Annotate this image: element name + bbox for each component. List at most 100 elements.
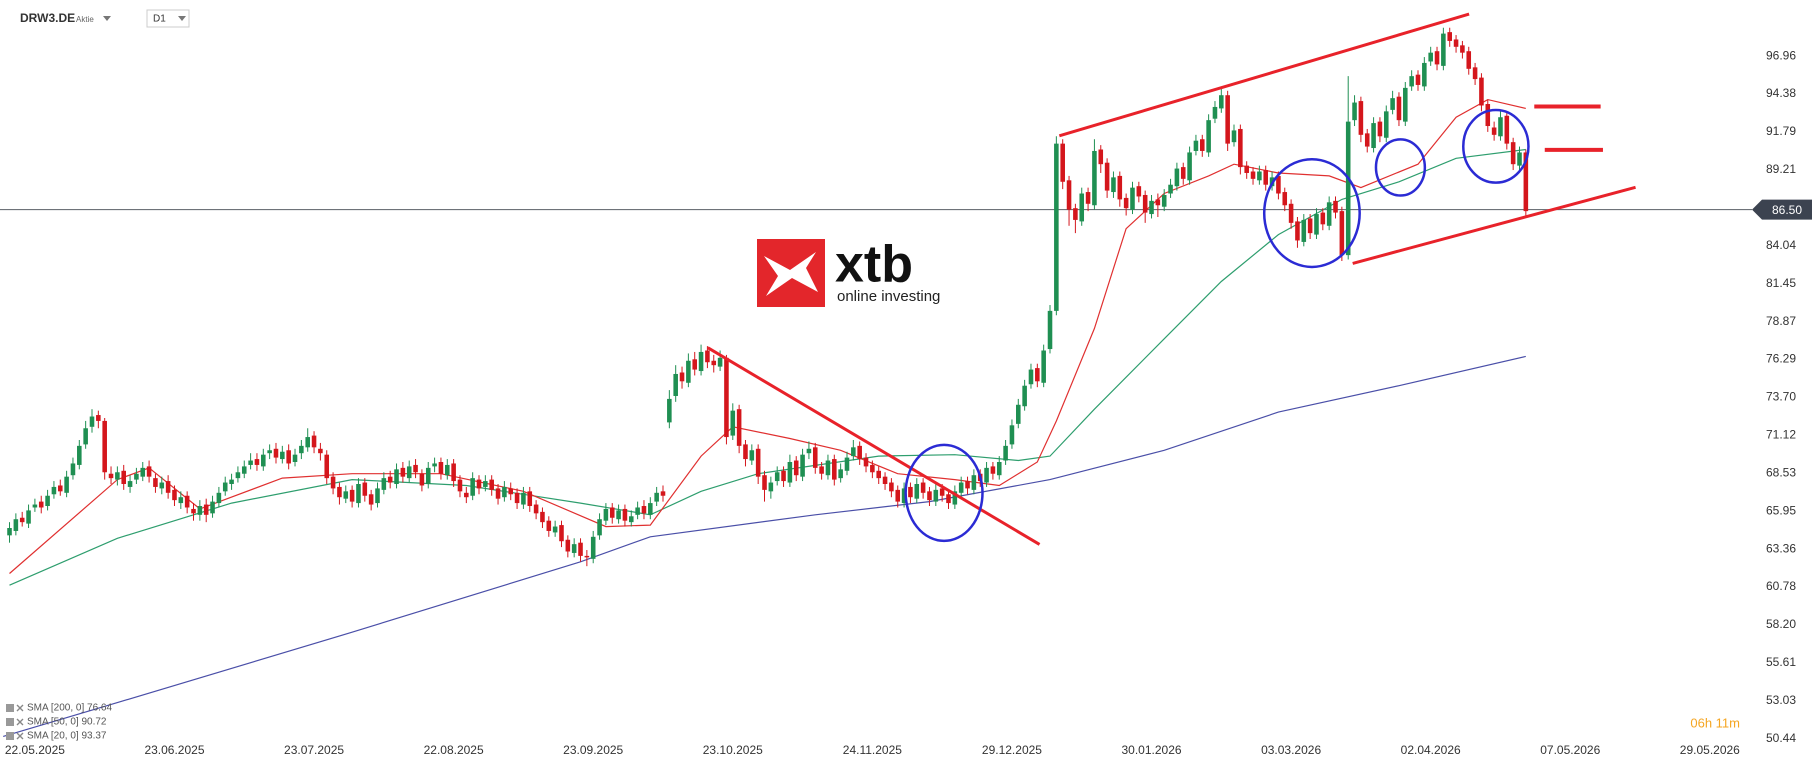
candle-body [64, 476, 69, 493]
legend-close [16, 718, 24, 726]
trend-line [708, 348, 1040, 545]
candle-body [590, 536, 596, 559]
y-tick-label: 58.20 [1766, 617, 1796, 631]
candle-body [825, 460, 831, 476]
candle-body [127, 481, 133, 487]
candle-body [324, 454, 330, 479]
candle-body [1314, 214, 1319, 235]
candle-body [1060, 143, 1065, 182]
candle-body [857, 445, 862, 460]
candle-body [1003, 445, 1008, 461]
y-tick-label: 91.79 [1766, 124, 1796, 138]
candle-body [1371, 123, 1376, 149]
legend-close [16, 704, 24, 712]
x-tick-label: 22.05.2025 [5, 743, 65, 757]
x-tick-label: 23.09.2025 [563, 743, 623, 757]
y-tick-label: 71.12 [1766, 427, 1796, 441]
candle-body [571, 544, 577, 553]
candle-body [502, 486, 507, 498]
logo-mark [764, 252, 818, 296]
candle-body [1047, 310, 1053, 350]
candle-body [349, 489, 355, 502]
candle-body [578, 542, 583, 556]
candle-body [508, 488, 514, 495]
candle-body [876, 470, 881, 479]
candle-body [1009, 425, 1015, 445]
watermark: xtb online investing [757, 236, 940, 307]
candle-body [102, 420, 107, 473]
candle-body [711, 360, 717, 366]
candle-body [603, 508, 609, 521]
candle-body [483, 481, 488, 487]
candle-body [381, 478, 387, 490]
candle-body [51, 486, 57, 495]
candle-body [698, 351, 704, 372]
candle-body [1491, 127, 1497, 135]
candle-body [235, 472, 241, 479]
circle-highlight [1264, 159, 1359, 267]
candle-body [210, 501, 215, 514]
candle-body [1016, 404, 1021, 424]
candle-body [832, 459, 837, 480]
y-tick-label: 84.04 [1766, 238, 1796, 252]
candle-body [57, 485, 63, 492]
sma-line [3, 355, 1526, 737]
candle-body [1523, 152, 1529, 212]
candle-body [1180, 167, 1186, 179]
candle-body [140, 467, 146, 477]
candle-body [153, 478, 158, 487]
candle-body [1174, 168, 1180, 187]
candle-body [1149, 200, 1154, 215]
candle-body [108, 473, 114, 479]
candle-body [172, 489, 177, 501]
candle-body [1244, 165, 1249, 173]
candle-body [559, 525, 564, 542]
candle-body [984, 467, 989, 483]
candle-body [184, 495, 190, 508]
candle-body [1295, 221, 1300, 241]
candle-body [774, 472, 780, 482]
dropdown-arrow[interactable] [103, 16, 111, 21]
legend-label: SMA [200, 0] 76.64 [27, 703, 112, 714]
candle-body [191, 508, 196, 514]
dropdown-arrow[interactable] [178, 16, 186, 21]
candle-body [1447, 32, 1452, 41]
candle-body [1504, 115, 1510, 144]
candle-body [7, 528, 12, 536]
candle-body [673, 373, 678, 396]
candle-body [1085, 192, 1091, 204]
legend-icon [6, 704, 14, 712]
candle-body [527, 491, 533, 507]
candle-body [1054, 143, 1059, 311]
candle-body [1231, 130, 1237, 143]
candle-body [844, 457, 850, 471]
candle-body [648, 503, 653, 515]
legend-close [16, 732, 24, 740]
candle-body [299, 445, 304, 454]
y-tick-label: 73.70 [1766, 390, 1796, 404]
timeframe[interactable]: D1 [153, 14, 166, 25]
candle-body [1326, 202, 1332, 226]
timeframe-box[interactable] [146, 9, 190, 28]
candle-body [1199, 139, 1205, 151]
candle-body [1479, 77, 1484, 106]
candle-body [628, 516, 634, 523]
candle-body [1028, 369, 1034, 385]
candle-body [806, 448, 812, 454]
candle-body [1390, 98, 1395, 110]
candle-body [476, 479, 482, 489]
candle-body [419, 473, 425, 486]
candle-body [705, 350, 710, 363]
candle-body [96, 415, 101, 421]
candle-body [965, 481, 970, 489]
candle-body [546, 520, 552, 531]
x-tick-label: 03.03.2026 [1261, 743, 1321, 757]
candle-body [749, 450, 755, 461]
candle-body [1307, 218, 1313, 234]
symbol[interactable]: DRW3.DE [20, 11, 75, 25]
logo-tagline: online investing [837, 288, 940, 305]
candle-body [1219, 95, 1224, 109]
candle-body [920, 482, 926, 493]
